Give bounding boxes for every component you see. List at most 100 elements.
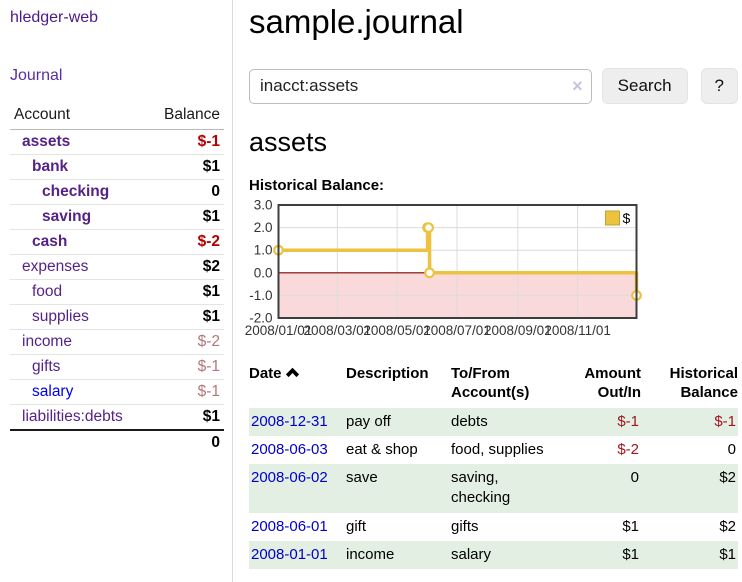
transaction-description: pay off xyxy=(346,412,391,430)
transaction-amount: $-2 xyxy=(617,440,639,458)
x-tick-label: 2008/11/01 xyxy=(544,323,611,338)
account-balance: $1 xyxy=(149,304,224,330)
transaction-date-cell: 2008-12-31 xyxy=(249,408,346,436)
register-table: Date Description To/From Account(s) Amou… xyxy=(249,365,738,569)
account-heading: assets xyxy=(249,127,328,157)
register-header-date-label: Date xyxy=(249,365,282,382)
account-link-bank[interactable]: bank xyxy=(32,158,69,175)
account-row: liabilities:debts $1 xyxy=(10,404,224,431)
transaction-date-link[interactable]: 2008-06-02 xyxy=(251,469,328,486)
transaction-date-link[interactable]: 2008-01-01 xyxy=(251,545,328,563)
legend-label: $ xyxy=(623,210,631,226)
transaction-date-link[interactable]: 2008-12-31 xyxy=(251,412,328,430)
transaction-description: gift xyxy=(346,517,367,535)
account-name-cell: bank xyxy=(10,154,150,180)
page-title: sample.journal xyxy=(249,3,464,40)
y-tick-label: 3.0 xyxy=(254,198,273,213)
account-link-gifts[interactable]: gifts xyxy=(32,358,61,375)
account-link-salary[interactable]: salary xyxy=(32,383,74,400)
account-balance: $1 xyxy=(149,204,224,230)
accounts-table: Account Balance assets $-1 bank $1 checking 0… xyxy=(10,106,224,455)
account-row: cash $-2 xyxy=(10,229,224,255)
account-name-cell: supplies xyxy=(10,304,150,330)
account-balance: $2 xyxy=(149,254,224,280)
transaction-accounts: food, supplies xyxy=(451,440,544,458)
data-point-marker xyxy=(423,222,434,233)
account-balance: $1 xyxy=(149,404,224,431)
y-tick-label: -2.0 xyxy=(249,311,272,326)
register-header-row: Date Description To/From Account(s) Amou… xyxy=(249,365,738,408)
account-name-cell: salary xyxy=(10,379,150,405)
transaction-accounts: debts xyxy=(451,412,488,430)
search-box: × xyxy=(249,68,592,104)
help-button[interactable]: ? xyxy=(700,68,738,104)
account-row: gifts $-1 xyxy=(10,354,224,380)
accounts-header-balance: Balance xyxy=(149,106,224,130)
account-row: supplies $1 xyxy=(10,304,224,330)
account-link-assets[interactable]: assets xyxy=(22,133,71,150)
y-tick-label: 2.0 xyxy=(254,220,273,235)
account-name-cell: saving xyxy=(10,204,150,230)
transaction-accounts: saving, checking xyxy=(451,469,511,507)
x-tick-label: 2008/07/01 xyxy=(423,323,491,338)
account-link-saving[interactable]: saving xyxy=(42,208,92,225)
transaction-balance: $1 xyxy=(719,545,736,563)
accounts-header-account: Account xyxy=(10,106,150,130)
transaction-amount: $-1 xyxy=(617,412,639,430)
account-link-liabilities-debts[interactable]: liabilities:debts xyxy=(22,408,123,425)
account-row: salary $-1 xyxy=(10,379,224,405)
register-header-date[interactable]: Date xyxy=(249,365,346,408)
main-content: sample.journal × Search ? assets Histori… xyxy=(233,0,742,569)
account-row: expenses $2 xyxy=(10,254,224,280)
account-balance: $-1 xyxy=(149,129,224,155)
transaction-balance: $2 xyxy=(719,469,736,486)
transaction-row: 2008-06-03 eat & shop food, supplies $-2 0 xyxy=(249,436,738,464)
search-input[interactable] xyxy=(249,68,592,104)
accounts-total-value: 0 xyxy=(149,429,224,455)
transaction-date-link[interactable]: 2008-06-01 xyxy=(251,517,328,535)
sidebar-item-journal[interactable]: Journal xyxy=(10,67,63,84)
transaction-date-cell: 2008-06-03 xyxy=(249,436,346,464)
accounts-table-header-row: Account Balance xyxy=(10,106,224,130)
account-link-expenses[interactable]: expenses xyxy=(22,258,89,275)
transaction-balance: $-1 xyxy=(714,412,736,430)
account-name-cell: checking xyxy=(10,179,150,205)
accounts-total-spacer xyxy=(10,429,150,455)
transaction-description: save xyxy=(346,469,378,486)
register-header-accounts: To/From Account(s) xyxy=(451,365,530,401)
search-form: × Search ? xyxy=(249,68,738,104)
account-link-cash[interactable]: cash xyxy=(32,233,68,250)
x-tick-label: 2008/01/01 xyxy=(245,323,313,338)
transaction-date-cell: 2008-06-02 xyxy=(249,464,346,513)
account-link-supplies[interactable]: supplies xyxy=(32,308,89,325)
account-name-cell: gifts xyxy=(10,354,150,380)
transaction-date-cell: 2008-01-01 xyxy=(249,541,346,569)
historical-balance-chart: 2008/01/01 2008/03/01 2008/05/01 2008/07/01… xyxy=(245,198,642,350)
y-tick-label: 0.0 xyxy=(254,265,273,280)
transaction-date-link[interactable]: 2008-06-03 xyxy=(251,440,328,458)
account-link-checking[interactable]: checking xyxy=(42,183,110,200)
data-point-marker xyxy=(424,267,435,279)
account-balance: $1 xyxy=(149,279,224,305)
account-balance: $1 xyxy=(149,154,224,180)
account-row: checking 0 xyxy=(10,179,224,205)
account-link-income[interactable]: income xyxy=(22,333,72,350)
account-link-food[interactable]: food xyxy=(32,283,63,300)
transaction-amount: $1 xyxy=(622,517,639,535)
x-tick-label: 2008/05/01 xyxy=(363,323,431,338)
account-row: income $-2 xyxy=(10,329,224,355)
chart-title: Historical Balance: xyxy=(249,177,385,194)
clear-search-icon[interactable]: × xyxy=(572,75,583,96)
accounts-total-row: 0 xyxy=(10,429,224,455)
transaction-description: eat & shop xyxy=(346,440,418,458)
account-balance: $-1 xyxy=(149,354,224,380)
account-name-cell: assets xyxy=(10,129,150,155)
search-button[interactable]: Search xyxy=(601,68,688,104)
x-tick-label: 2008/09/01 xyxy=(484,323,552,338)
account-balance: 0 xyxy=(149,179,224,205)
app-title-link[interactable]: hledger-web xyxy=(10,9,99,26)
register-header-amount: Amount Out/In xyxy=(584,365,641,401)
transaction-balance: 0 xyxy=(727,440,736,458)
sort-ascending-icon xyxy=(285,367,299,378)
sidebar: hledger-web Journal Account Balance asse… xyxy=(0,0,233,582)
